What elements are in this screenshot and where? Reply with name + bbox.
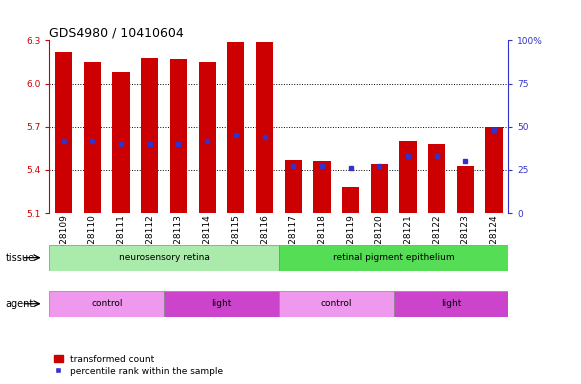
Bar [164,291,279,317]
Text: control: control [321,299,352,308]
Text: control: control [91,299,123,308]
Text: agent: agent [6,299,34,309]
Text: light: light [211,299,232,308]
Text: retinal pigment epithelium: retinal pigment epithelium [333,253,454,262]
Bar [486,127,503,213]
Text: GDS4980 / 10410604: GDS4980 / 10410604 [49,26,184,39]
Bar [428,144,445,213]
Text: light: light [441,299,461,308]
Bar [342,187,359,213]
Bar [399,141,417,213]
Text: neurosensory retina: neurosensory retina [119,253,210,262]
Bar [285,160,302,213]
Bar [227,42,245,213]
Bar [55,52,73,213]
Bar [141,58,159,213]
Bar [279,291,394,317]
Bar [113,72,130,213]
Bar [457,166,474,213]
Bar [371,164,388,213]
Bar [84,62,101,213]
Bar [199,62,216,213]
Text: tissue: tissue [6,253,35,263]
Bar [170,59,187,213]
Bar [394,291,508,317]
Bar [49,291,164,317]
Bar [279,245,508,271]
Legend: transformed count, percentile rank within the sample: transformed count, percentile rank withi… [54,355,223,376]
Bar [256,42,273,213]
Bar [313,161,331,213]
Bar [49,245,279,271]
